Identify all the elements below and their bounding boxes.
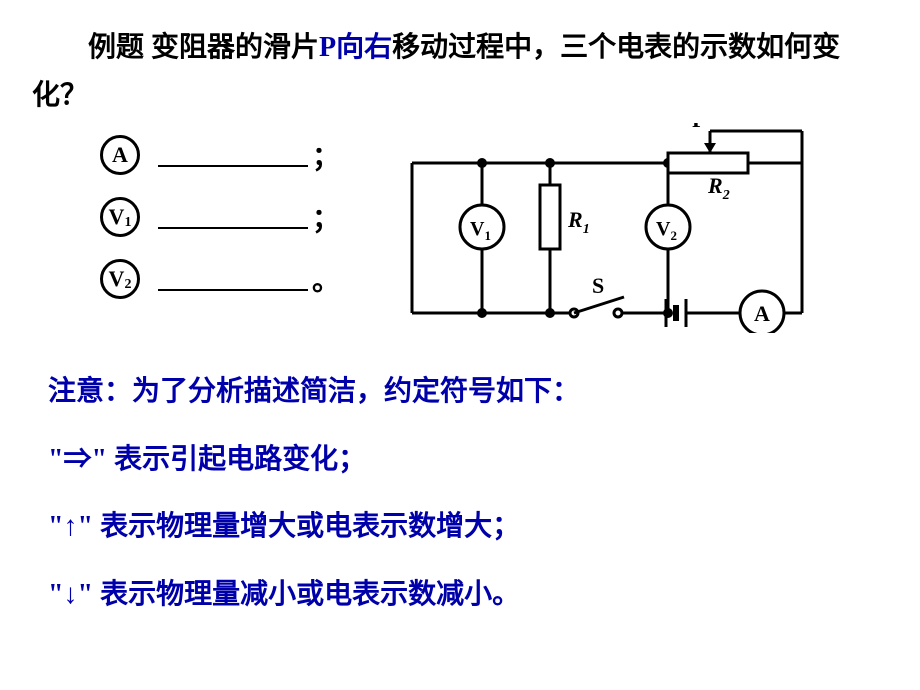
question-prompt: 例题 变阻器的滑片P向右移动过程中，三个电表的示数如何变化？ [32,24,888,119]
blank-V2 [158,267,308,291]
voltmeter-V2-icon: V2 [100,259,140,299]
voltmeter-V1-icon: V1 [100,197,140,237]
prompt-emph: P向右 [319,32,392,63]
label-R1: R1 [567,207,590,237]
note-2: "⇒" 表示引起电路变化； [48,429,888,491]
prompt-indent [32,32,88,63]
note-1: 注意：为了分析描述简洁，约定符号如下： [48,361,888,423]
blank-A [158,143,308,167]
answer-line-A: A ； [100,135,392,175]
punct-V1: ； [312,197,340,237]
notes-block: 注意：为了分析描述简洁，约定符号如下： "⇒" 表示引起电路变化； "↑" 表示… [32,361,888,625]
ammeter-A-icon: A [100,135,140,175]
circuit-diagram: P R2 R1 V1 V2 S [392,123,888,333]
answer-blanks: A ； V1 ； V2 。 [32,123,392,321]
punct-A: ； [312,135,340,175]
prompt-text1: 变阻器的滑片 [144,32,319,63]
answer-line-V2: V2 。 [100,259,392,299]
label-R2: R2 [707,173,730,203]
note-3: "↑" 表示物理量增大或电表示数增大； [48,496,888,558]
label-A: A [754,301,770,326]
label-S: S [592,273,604,298]
punct-V2: 。 [312,259,340,299]
note-4: "↓" 表示物理量减小或电表示数减小。 [48,564,888,626]
circuit-svg: P R2 R1 V1 V2 S [392,123,822,333]
question-body: A ； V1 ； V2 。 [32,123,888,333]
answer-line-V1: V1 ； [100,197,392,237]
label-P: P [692,123,705,132]
blank-V1 [158,205,308,229]
prompt-label: 例题 [88,32,144,63]
